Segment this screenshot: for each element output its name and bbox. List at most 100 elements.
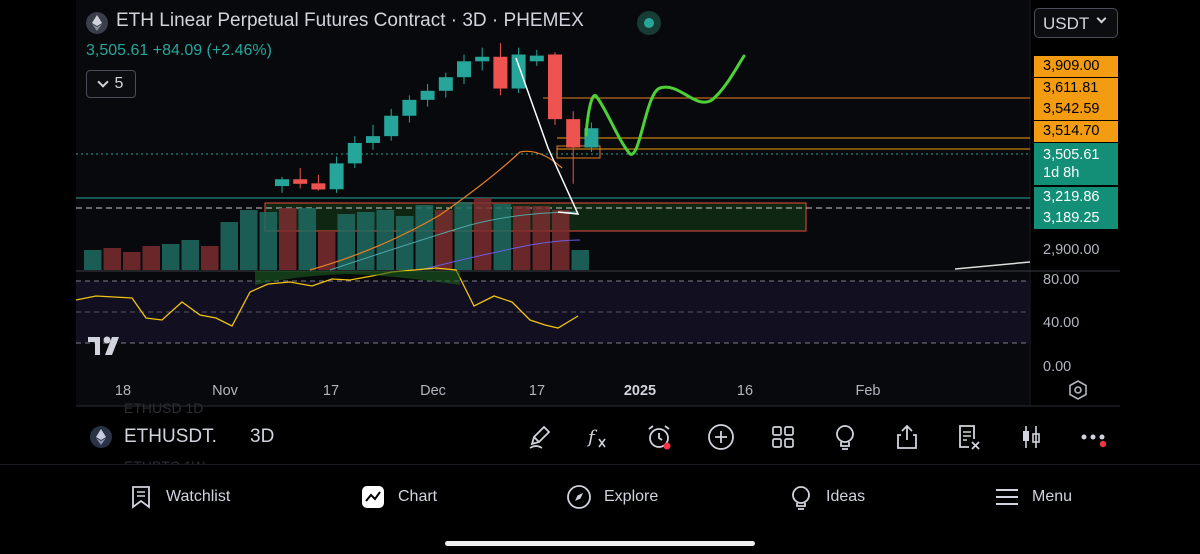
eth-logo-icon — [90, 426, 112, 448]
volume-bar — [240, 210, 258, 270]
bulb-icon[interactable] — [830, 422, 860, 452]
eth-logo-icon — [86, 12, 108, 34]
volume-bar — [396, 216, 414, 270]
price-axis-tick: 2,900.00 — [1043, 242, 1100, 258]
current-price-label: 3,505.61 1d 8h — [1034, 143, 1118, 185]
nav-menu[interactable]: Menu — [994, 483, 1072, 511]
currency-select[interactable]: USDT — [1034, 8, 1118, 38]
volume-bar — [142, 246, 160, 270]
chart-icon — [362, 486, 384, 508]
time-axis-tick: Nov — [212, 383, 238, 399]
candle-body — [275, 179, 289, 187]
oscillator-axis-tick: 40.00 — [1043, 315, 1080, 331]
oscillator-line — [75, 267, 579, 329]
nav-ideas[interactable]: Ideas — [788, 483, 865, 511]
clear-icon[interactable] — [954, 422, 984, 452]
symbol-toolbar: ETHUSD 1D ETHBTC 1W ETHUSDT. 3D f — [76, 400, 1121, 474]
time-axis-tick: 17 — [322, 383, 340, 399]
price-change: 3,505.61 +84.09 (+2.46%) — [86, 42, 272, 59]
indicator-count: 5 — [114, 75, 124, 92]
candle-body — [384, 115, 399, 137]
volume-bar — [493, 204, 511, 270]
time-axis-tick: Feb — [855, 383, 881, 399]
gear-icon[interactable] — [1068, 380, 1088, 400]
candle-body — [420, 90, 435, 100]
time-axis-tick: 2025 — [623, 383, 657, 399]
grid-icon[interactable] — [768, 422, 798, 452]
candles — [275, 43, 599, 193]
candle-body — [529, 55, 544, 62]
candles-icon[interactable] — [1016, 422, 1046, 452]
candle-body — [311, 183, 326, 190]
chevron-down-icon — [1096, 13, 1107, 24]
volume-bar — [123, 252, 141, 270]
nav-explore[interactable]: Explore — [566, 483, 658, 511]
bulb-icon — [792, 486, 810, 510]
volume-bar — [201, 246, 219, 270]
price-label-level: 3,189.25 — [1034, 208, 1118, 229]
candle-body — [548, 54, 562, 120]
svg-text:f: f — [586, 427, 598, 448]
more-icon[interactable] — [1078, 422, 1108, 452]
nav-label: Chart — [398, 488, 438, 505]
add-icon[interactable] — [706, 422, 736, 452]
price-label-level: 3,611.81 — [1034, 78, 1118, 99]
candle-body — [438, 77, 453, 91]
volume-bar — [474, 198, 492, 270]
candle-body — [475, 56, 490, 62]
nav-watchlist[interactable]: Watchlist — [128, 483, 230, 511]
candle-body — [511, 54, 526, 89]
pencil-icon[interactable] — [524, 422, 554, 452]
candle-body — [584, 128, 599, 148]
oscillator-series — [75, 267, 579, 329]
candle-body — [366, 136, 380, 143]
current-price-value: 3,505.61 — [1043, 147, 1100, 163]
share-icon[interactable] — [892, 422, 922, 452]
volume-bar — [318, 232, 336, 270]
volume-bar — [279, 208, 297, 270]
ghost-symbol-above: ETHUSD 1D — [124, 400, 204, 416]
time-axis-tick: 18 — [114, 383, 132, 399]
symbol-name[interactable]: ETHUSDT. — [124, 426, 217, 447]
volume-bar — [298, 208, 316, 270]
volume-bar — [84, 250, 102, 270]
function-icon[interactable]: f — [582, 422, 612, 452]
volume-bar — [435, 210, 453, 270]
candle-body — [293, 179, 308, 184]
volume-bar — [337, 214, 355, 270]
candle-body — [402, 99, 417, 116]
alert-icon[interactable] — [644, 422, 674, 452]
volume-bar — [571, 250, 589, 270]
price-label-level: 3,514.70 — [1034, 121, 1118, 142]
nav-label: Explore — [604, 488, 659, 505]
volume-bar — [259, 212, 277, 270]
compass-icon — [567, 485, 591, 509]
nav-label: Watchlist — [166, 488, 231, 505]
bottom-navigation: Watchlist Chart Explore Ideas Menu — [0, 464, 1200, 554]
candle-body — [457, 61, 471, 78]
indicators-toggle-button[interactable]: 5 — [86, 70, 136, 98]
price-chart[interactable] — [0, 0, 1200, 410]
home-indicator[interactable] — [445, 541, 755, 546]
volume-bar — [181, 240, 199, 270]
candle-body — [347, 142, 362, 164]
market-open-icon — [637, 11, 661, 35]
volume-bar — [376, 210, 394, 270]
time-axis-tick: 17 — [528, 383, 546, 399]
volume-bar — [357, 212, 375, 270]
price-label-level: 3,909.00 — [1034, 56, 1118, 77]
time-axis-tick: Dec — [420, 383, 446, 399]
currency-label: USDT — [1043, 14, 1090, 33]
chevron-down-icon — [96, 76, 109, 88]
tradingview-logo-icon — [88, 333, 128, 364]
volume-bar — [162, 244, 180, 270]
chart-title[interactable]: ETH Linear Perpetual Futures Contract · … — [116, 10, 584, 31]
candle-body — [493, 56, 508, 89]
timeframe-button[interactable]: 3D — [250, 426, 275, 447]
nav-label: Menu — [1032, 488, 1073, 505]
nav-chart[interactable]: Chart — [360, 483, 437, 511]
bar-countdown: 1d 8h — [1043, 165, 1080, 181]
oscillator-axis-tick: 0.00 — [1043, 359, 1072, 375]
volume-bar — [220, 222, 238, 270]
